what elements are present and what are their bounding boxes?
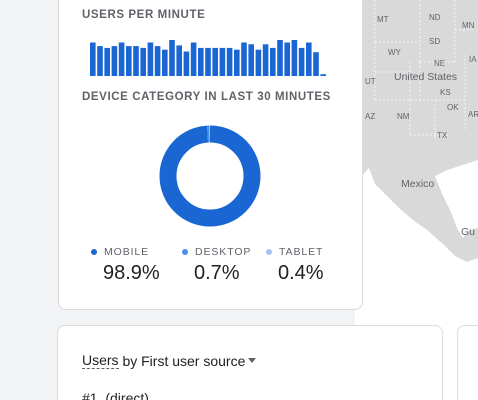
users-per-minute-bar[interactable] xyxy=(270,47,276,76)
users-per-minute-bars xyxy=(90,40,326,77)
map-label-tx: TX xyxy=(437,131,448,140)
map-label-mt: MT xyxy=(377,15,389,24)
table-row[interactable]: #1 (direct) xyxy=(82,390,149,400)
metric-selector[interactable]: Users xyxy=(82,352,119,369)
users-per-minute-bar[interactable] xyxy=(154,46,161,76)
map-label-united-states: United States xyxy=(394,71,458,83)
map-label-ia: IA xyxy=(469,55,477,64)
users-per-minute-bar[interactable] xyxy=(306,42,312,77)
users-per-minute-bar[interactable] xyxy=(111,46,118,76)
desktop-dot-icon xyxy=(182,249,188,255)
map-label-gulf: Gu xyxy=(461,226,476,238)
users-per-minute-bar[interactable] xyxy=(205,47,211,76)
users-per-minute-chart[interactable] xyxy=(90,36,330,76)
legend-desktop-label: DESKTOP xyxy=(195,246,252,258)
legend-mobile-value: 98.9% xyxy=(103,262,160,284)
users-by-source-title: Users by First user source xyxy=(82,352,257,369)
map-label-wy: WY xyxy=(388,48,401,57)
legend-desktop: DESKTOP 0.7% xyxy=(182,246,251,285)
map-label-nm: NM xyxy=(397,112,410,121)
donut-slice-mobile[interactable] xyxy=(159,125,261,227)
users-per-minute-bar[interactable] xyxy=(241,42,247,77)
dimension-selector[interactable]: by First user source xyxy=(118,352,246,369)
mobile-dot-icon xyxy=(91,249,97,255)
users-per-minute-bar[interactable] xyxy=(219,47,226,76)
users-per-minute-bar[interactable] xyxy=(133,46,139,76)
users-per-minute-bar[interactable] xyxy=(176,45,182,76)
map-label-ut: UT xyxy=(365,77,376,86)
map-label-az: AZ xyxy=(365,112,376,121)
users-per-minute-bar[interactable] xyxy=(262,44,269,76)
users-per-minute-bar[interactable] xyxy=(183,51,190,77)
users-per-minute-bar[interactable] xyxy=(255,49,262,76)
users-per-minute-bar[interactable] xyxy=(212,47,218,76)
users-per-minute-bar[interactable] xyxy=(162,49,168,76)
map-label-mexico: Mexico xyxy=(401,178,435,190)
users-per-minute-bar[interactable] xyxy=(298,47,305,76)
map-label-ne: NE xyxy=(434,59,446,68)
map-label-nd: ND xyxy=(429,13,441,22)
users-per-minute-bar[interactable] xyxy=(226,47,233,76)
legend-tablet-label: TABLET xyxy=(279,246,324,258)
device-donut-svg xyxy=(159,125,261,227)
users-per-minute-bar[interactable] xyxy=(169,40,175,76)
users-per-minute-bar[interactable] xyxy=(234,49,240,76)
users-per-minute-bar[interactable] xyxy=(198,47,204,76)
next-card xyxy=(457,325,478,400)
users-per-minute-label: USERS PER MINUTE xyxy=(82,9,206,21)
legend-desktop-value: 0.7% xyxy=(194,262,240,284)
map-label-ks: KS xyxy=(440,88,451,97)
users-per-minute-bar[interactable] xyxy=(147,42,154,77)
legend-tablet: TABLET 0.4% xyxy=(266,246,324,285)
tablet-dot-icon xyxy=(266,249,272,255)
users-per-minute-bar[interactable] xyxy=(277,40,283,76)
device-category-donut[interactable] xyxy=(159,125,261,227)
map-label-mn: MN xyxy=(462,21,475,30)
users-per-minute-bar[interactable] xyxy=(320,74,326,76)
donut-slice-tablet[interactable] xyxy=(159,125,261,227)
users-per-minute-bar[interactable] xyxy=(291,40,298,76)
device-category-label: DEVICE CATEGORY IN LAST 30 MINUTES xyxy=(82,91,331,103)
users-per-minute-bar[interactable] xyxy=(190,42,197,77)
legend-tablet-value: 0.4% xyxy=(278,262,324,284)
users-per-minute-bar[interactable] xyxy=(140,47,146,76)
legend-mobile: MOBILE 98.9% xyxy=(91,246,160,285)
map-label-sd: SD xyxy=(429,37,441,46)
legend-mobile-label: MOBILE xyxy=(104,246,150,258)
users-per-minute-bar[interactable] xyxy=(104,47,110,76)
map-label-ok: OK xyxy=(447,103,459,112)
users-per-minute-bar[interactable] xyxy=(90,42,96,77)
users-per-minute-bar[interactable] xyxy=(126,46,132,76)
users-per-minute-bar[interactable] xyxy=(313,52,319,76)
map-label-ar: AR xyxy=(468,110,478,119)
users-per-minute-bar[interactable] xyxy=(284,42,290,77)
users-per-minute-bar[interactable] xyxy=(97,46,103,76)
chevron-down-icon[interactable] xyxy=(248,358,257,363)
users-per-minute-bar[interactable] xyxy=(248,44,254,76)
users-per-minute-bar[interactable] xyxy=(118,42,125,77)
